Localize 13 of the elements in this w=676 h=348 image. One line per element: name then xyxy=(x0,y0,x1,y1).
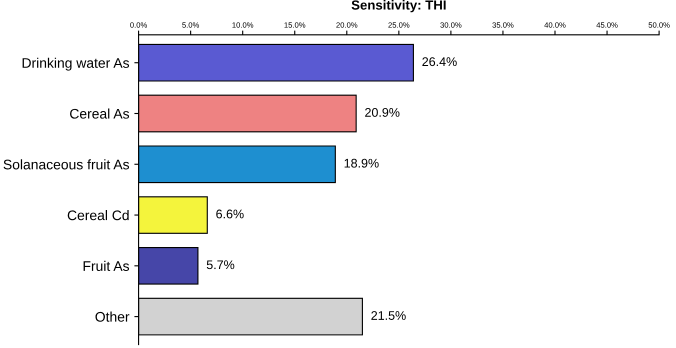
chart-title: Sensitivity: THI xyxy=(352,0,446,12)
data-label: 18.9% xyxy=(344,158,379,168)
data-label: 20.9% xyxy=(365,108,400,117)
data-label: 6.6% xyxy=(216,210,244,218)
y-tick-label: Drinking water As xyxy=(22,58,130,71)
y-tick-label: Cereal Cd xyxy=(68,210,129,220)
data-label: 5.7% xyxy=(206,260,234,270)
y-tick-label: Other xyxy=(95,312,130,322)
y-tick-label: Solanaceous fruit As xyxy=(4,159,130,170)
y-tick-label: Cereal As xyxy=(70,108,130,119)
data-label: 26.4% xyxy=(422,57,457,66)
y-tick-label: Fruit As xyxy=(84,260,130,271)
data-label: 21.5% xyxy=(371,311,406,320)
